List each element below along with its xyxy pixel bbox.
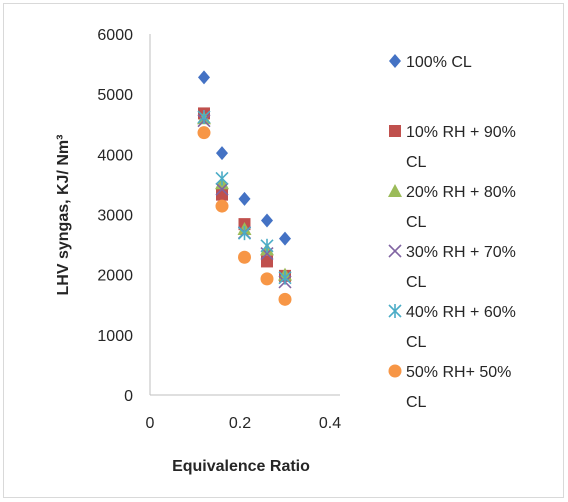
y-tick-label: 1000 [97,328,133,345]
data-point [261,213,273,228]
legend-entry: 30% RH + 70% CL [388,244,516,291]
chart-frame [3,3,564,498]
legend-label: 10% RH + 90% [406,124,516,141]
data-point [215,182,229,196]
legend-label: CL [406,214,427,231]
data-point [238,191,251,206]
data-points [197,70,292,306]
legend-entry: 10% RH + 90% CL [389,124,516,171]
legend-entry: 50% RH+ 50% CL [388,364,511,411]
legend-marker [389,54,401,68]
legend-marker [388,364,402,378]
x-tick-label: 0 [146,415,155,432]
legend-label: CL [406,274,427,291]
data-point [279,231,291,246]
legend-marker [389,125,401,137]
data-point [260,238,274,253]
legend-entry: 100% CL [389,54,472,71]
legend-label: 20% RH + 80% [406,184,516,201]
data-point [216,146,228,161]
tick-labels: 0 1000 2000 3000 4000 5000 6000 0 0.2 0.4 [97,27,341,432]
y-tick-label: 0 [124,388,133,405]
data-point [238,250,251,264]
data-point [198,70,210,85]
x-axis-title: Equivalence Ratio [172,458,310,475]
legend-label: CL [406,154,427,171]
axes [149,34,340,396]
y-tick-label: 3000 [97,208,133,225]
series-5 [197,110,292,285]
legend-label: CL [406,394,427,411]
data-point [260,272,274,286]
data-point [278,292,292,306]
data-point [197,126,211,140]
legend-label: 100% CL [406,54,472,71]
data-point [278,270,292,285]
legend-entry: 40% RH + 60% CL [388,304,516,351]
legend-marker [388,304,402,318]
data-point [216,188,228,201]
legend-label: 30% RH + 70% [406,244,516,261]
data-point [215,199,229,213]
legend-marker [388,244,402,258]
x-tick-label: 0.2 [229,415,251,432]
series-6 [197,126,292,306]
legend-label: CL [406,334,427,351]
legend-marker [388,184,402,197]
legend-entry: 20% RH + 80% CL [388,184,516,231]
data-point [215,171,229,186]
y-axis-title: LHV syngas, KJ/ Nm³ [55,135,72,296]
legend-label: 40% RH + 60% [406,304,516,321]
data-point [197,110,211,125]
legend-label: 50% RH+ 50% [406,364,511,381]
data-point [261,255,273,268]
series-1 [198,70,291,246]
x-tick-label: 0.4 [319,415,341,432]
y-tick-label: 2000 [97,268,133,285]
y-tick-label: 4000 [97,147,133,164]
data-point [237,226,252,241]
y-tick-label: 5000 [97,87,133,104]
y-tick-label: 6000 [97,27,133,44]
